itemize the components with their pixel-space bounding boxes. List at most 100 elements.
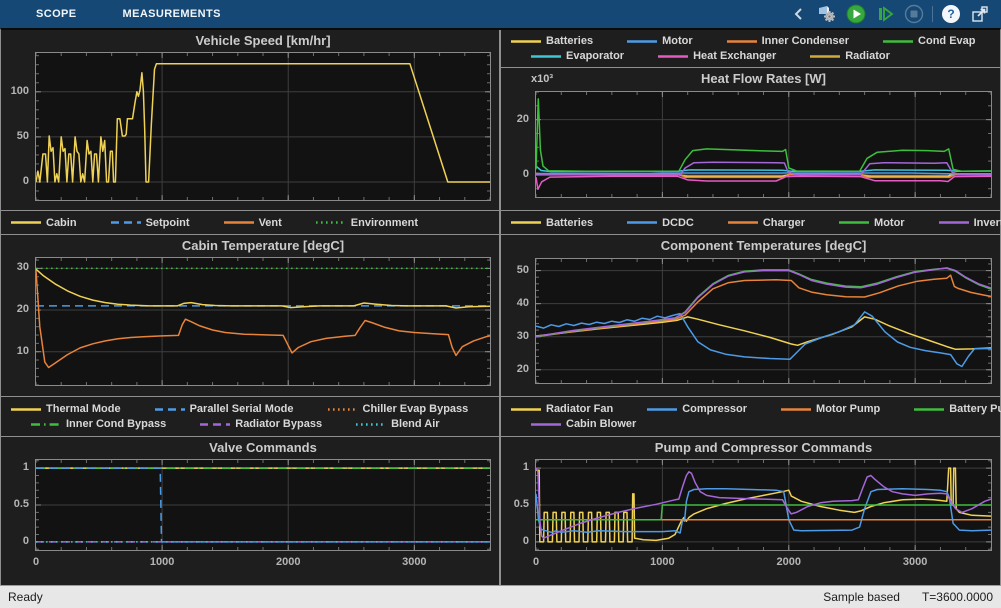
y-tick-label: 20	[516, 362, 529, 375]
status-sample-mode: Sample based	[823, 590, 900, 604]
legend-item[interactable]: Cond Evap	[883, 35, 975, 47]
legend-label: Environment	[350, 216, 419, 229]
tab-scope[interactable]: SCOPE	[36, 8, 77, 20]
legend-label: Motor	[662, 35, 693, 47]
legend-item[interactable]: Environment	[315, 216, 419, 229]
legend-item[interactable]: Inner Condenser	[726, 35, 849, 47]
status-bar: Ready Sample based T=3600.0000	[0, 585, 1001, 608]
legend-valve-commands: Thermal Mode Parallel Serial Mode Chiller …	[1, 397, 499, 437]
legend-item[interactable]: Parallel Serial Mode	[154, 403, 294, 415]
settings-gear-icon[interactable]	[816, 3, 838, 25]
y-tick-label: 20	[516, 112, 529, 125]
plot-axes[interactable]	[535, 91, 992, 198]
y-tick-label: 30	[516, 329, 529, 342]
legend-item[interactable]: Chiller Evap Bypass	[327, 403, 469, 415]
legend-item[interactable]: Evaporator	[531, 50, 624, 62]
dock-icon[interactable]	[969, 3, 991, 25]
legend-item[interactable]: Batteries	[511, 217, 593, 229]
y-tick-label: 1	[522, 461, 529, 474]
plot-axes[interactable]	[535, 258, 992, 384]
run-icon[interactable]	[845, 3, 867, 25]
plot-canvas	[536, 460, 991, 550]
legend-item[interactable]: Radiator Fan	[511, 403, 613, 415]
svg-text:?: ?	[947, 7, 954, 21]
legend-item[interactable]: Thermal Mode	[11, 403, 121, 415]
series-line	[536, 488, 991, 534]
legend-item[interactable]: Radiator Bypass	[200, 418, 322, 430]
legend-line-sample	[511, 221, 541, 224]
legend-item[interactable]: Motor	[839, 217, 905, 229]
legend-line-sample	[647, 407, 678, 411]
legend-line-sample	[658, 54, 689, 58]
x-tick-label: 0	[32, 556, 40, 568]
scope-content: Vehicle Speed [km/hr] 0 50 100 Cabin Setpoi…	[0, 28, 1001, 585]
legend-item[interactable]: Compressor	[647, 403, 747, 415]
legend-item[interactable]: Heat Exchanger	[658, 50, 776, 62]
legend-label: Cabin Blower	[566, 418, 637, 430]
y-tick-label: 20	[16, 303, 29, 316]
series-line	[536, 274, 991, 338]
legend-line-sample	[938, 221, 969, 224]
legend-item[interactable]: Radiator	[810, 50, 890, 62]
legend-line-sample	[511, 39, 541, 43]
tab-measurements[interactable]: MEASUREMENTS	[122, 8, 221, 20]
series-line	[536, 504, 991, 521]
x-tick-label: 1000	[650, 556, 675, 568]
plot-axes[interactable]	[535, 459, 992, 551]
plot-title: Vehicle Speed [km/hr]	[195, 33, 331, 48]
display-vehicle-speed: Vehicle Speed [km/hr] 0 50 100	[1, 30, 499, 211]
legend-item[interactable]: Cabin Blower	[531, 418, 636, 430]
legend-line-sample	[883, 39, 914, 43]
y-axis-exponent-label: x10³	[531, 73, 554, 85]
legend-label: Vent	[258, 216, 282, 229]
legend-label: Radiator Fan	[546, 403, 614, 415]
legend-item[interactable]: Motor	[627, 35, 693, 47]
legend-line-sample	[531, 54, 561, 58]
toolstrip-tabs: SCOPE MEASUREMENTS	[0, 0, 231, 28]
legend-item[interactable]: Battery Pump	[914, 403, 1001, 415]
legend-item[interactable]: Cabin	[11, 217, 77, 229]
legend-item[interactable]: Blend Air	[356, 418, 440, 430]
legend-label: Cabin	[46, 216, 77, 229]
plot-title: Cabin Temperature [degC]	[181, 238, 345, 253]
status-ready: Ready	[8, 590, 43, 604]
legend-item[interactable]: Motor Pump	[781, 403, 880, 415]
series-line	[536, 467, 991, 539]
x-tick-label: 1000	[149, 556, 175, 568]
legend-item[interactable]: Vent	[223, 216, 282, 229]
step-forward-icon[interactable]	[874, 3, 896, 25]
legend-cabin-temperature: Cabin Setpoint Vent Environment	[1, 211, 499, 235]
legend-line-sample	[223, 221, 254, 224]
legend-line-sample	[11, 221, 41, 224]
legend-item[interactable]: Inverter	[938, 217, 1001, 229]
legend-label: Charger	[762, 216, 806, 229]
toolbar-overflow-icon[interactable]	[787, 3, 809, 25]
series-line	[536, 161, 991, 176]
legend-item[interactable]: Inner Cond Bypass	[31, 418, 166, 430]
legend-label: Radiator	[845, 50, 890, 62]
legend-item[interactable]: Batteries	[511, 35, 593, 47]
legend-line-sample	[327, 407, 358, 411]
legend-label: Battery Pump	[949, 403, 1001, 415]
help-icon[interactable]: ?	[940, 3, 962, 25]
plot-axes[interactable]	[35, 52, 491, 201]
series-line	[36, 63, 490, 183]
toolbar: SCOPE MEASUREMENTS	[0, 0, 1001, 28]
series-line	[536, 175, 991, 191]
series-line	[536, 267, 991, 338]
legend-item[interactable]: Charger	[727, 216, 806, 229]
y-tick-label: 0	[522, 534, 529, 547]
legend-label: Inner Cond Bypass	[66, 418, 167, 430]
y-tick-label: 0.5	[513, 498, 529, 510]
legend-item[interactable]: DCDC	[627, 217, 694, 229]
legend-item[interactable]: Setpoint	[110, 217, 190, 229]
plot-canvas	[536, 259, 991, 383]
plot-axes[interactable]	[35, 257, 491, 386]
legend-line-sample	[914, 407, 945, 411]
plot-title: Pump and Compressor Commands	[654, 440, 873, 455]
legend-line-sample	[511, 407, 541, 411]
legend-label: Chiller Evap Bypass	[362, 403, 469, 415]
legend-label: DCDC	[662, 216, 694, 229]
plot-axes[interactable]	[35, 459, 491, 551]
